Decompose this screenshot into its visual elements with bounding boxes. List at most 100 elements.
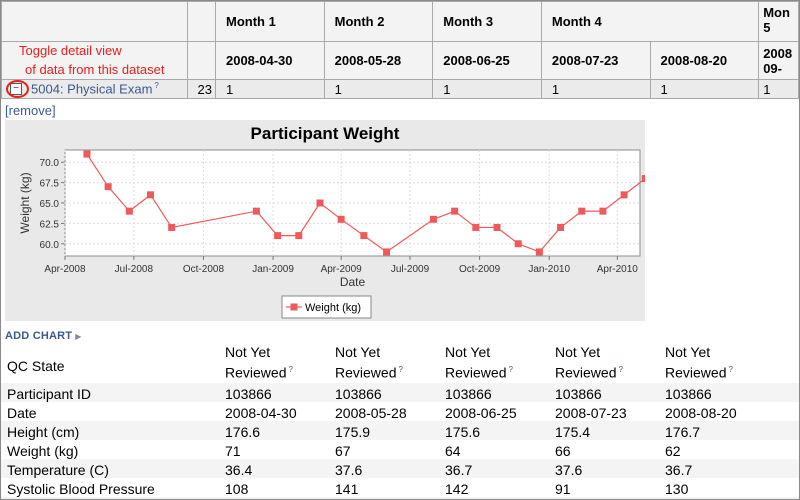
qc-state-line1: Not Yet <box>665 344 711 360</box>
month-3-header: Month 3 <box>432 1 542 42</box>
detail-row: Height (cm) 176.6 175.9 175.6 175.4 176.7 <box>1 420 799 440</box>
month-5-date: 2008 09- <box>758 41 799 80</box>
detail-row-label: Weight (kg) <box>1 439 225 459</box>
detail-cell: 103866 <box>225 382 335 402</box>
detail-cell: 103866 <box>665 382 799 402</box>
qc-state-line2: Reviewed <box>335 364 397 381</box>
help-icon[interactable]: ? <box>618 365 623 374</box>
detail-row: Participant ID 103866 103866 103866 103866 10… <box>1 382 799 402</box>
month-5-header-line1: Mon <box>763 5 790 20</box>
help-icon[interactable]: ? <box>508 365 513 374</box>
detail-cell: 176.7 <box>665 420 799 440</box>
detail-cell: 91 <box>555 477 665 497</box>
data-point <box>578 207 586 215</box>
dataset-count: 23 <box>187 79 216 99</box>
qc-state-value: Not Yet Reviewed? <box>665 344 799 383</box>
qc-state-label: QC State <box>7 358 65 375</box>
chart-panel: Participant Weight 60.0 62.5 65.0 67.5 70.0 Ap… <box>5 120 649 321</box>
detail-table: QC State Not Yet Reviewed? Not Yet Reviewed?… <box>1 344 799 499</box>
remove-link[interactable]: [remove] <box>5 103 56 118</box>
month-4-header: Month 4 <box>540 1 760 42</box>
data-point <box>295 232 303 240</box>
data-point <box>472 223 480 231</box>
data-point <box>383 248 391 256</box>
x-tick-label: Jan-2009 <box>252 264 294 275</box>
qc-state-value: Not Yet Reviewed? <box>445 344 555 383</box>
detail-cell: 103866 <box>445 382 555 402</box>
qc-state-line1: Not Yet <box>335 344 381 360</box>
detail-cell: 2008-08-20 <box>665 401 799 421</box>
detail-cell: 103866 <box>335 382 445 402</box>
annotation-cell <box>1 41 189 80</box>
qc-state-line1: Not Yet <box>225 344 271 360</box>
help-icon[interactable]: ? <box>288 365 293 374</box>
detail-cell: 2008-05-28 <box>335 401 445 421</box>
detail-cell: 141 <box>335 477 445 497</box>
detail-row: Weight (kg) 71 67 64 66 62 <box>1 439 799 459</box>
detail-cell: 108 <box>225 477 335 497</box>
detail-cell: 69 <box>225 496 335 499</box>
detail-cell: 36.4 <box>225 458 335 478</box>
detail-row-label: Systolic Blood Pressure <box>1 477 225 497</box>
y-tick-label: 70.0 <box>40 158 60 169</box>
month-4b-date: 2008-08-20 <box>649 41 760 80</box>
help-icon[interactable]: ? <box>398 365 403 374</box>
month-3-date: 2008-06-25 <box>432 41 542 80</box>
detail-cell: 62 <box>665 439 799 459</box>
add-chart-label[interactable]: ADD CHART <box>5 330 73 342</box>
detail-cell: 79 <box>555 496 665 499</box>
annotation-line-1: Toggle detail view <box>19 43 122 58</box>
detail-row: Systolic Blood Pressure 108 141 142 91 130 <box>1 477 799 497</box>
add-chart-button[interactable]: ADD CHART ▶ <box>5 330 82 342</box>
detail-row: Date 2008-04-30 2008-05-28 2008-06-25 2008-0… <box>1 401 799 421</box>
dataset-link-label[interactable]: 5004: Physical Exam <box>31 81 153 97</box>
detail-cell: 130 <box>665 477 799 497</box>
detail-cell: 67 <box>335 439 445 459</box>
x-tick-label: Oct-2008 <box>183 264 225 275</box>
detail-cell: 64 <box>445 439 555 459</box>
qc-state-line1: Not Yet <box>555 344 601 360</box>
qc-state-value: Not Yet Reviewed? <box>555 344 665 383</box>
qc-state-line2: Reviewed <box>665 364 727 381</box>
detail-cell: 66 <box>555 439 665 459</box>
weight-chart: Participant Weight 60.0 62.5 65.0 67.5 70.0 Ap… <box>18 124 649 319</box>
qc-state-line1: Not Yet <box>445 344 491 360</box>
detail-cell: 57 <box>335 496 445 499</box>
data-point <box>493 223 501 231</box>
help-icon[interactable]: ? <box>154 81 159 90</box>
data-point <box>599 207 607 215</box>
data-point <box>641 175 649 183</box>
count-subheader-cell <box>187 41 216 80</box>
qc-state-value: Not Yet Reviewed? <box>225 344 335 383</box>
month-5-header-line2: 5 <box>763 20 771 35</box>
month-1-value: 1 <box>214 79 325 99</box>
y-axis-label: Weight (kg) <box>18 172 32 233</box>
highlight-circle <box>6 80 29 98</box>
detail-cell: 175.9 <box>335 420 445 440</box>
detail-cell: 2008-06-25 <box>445 401 555 421</box>
detail-row-label: Temperature (C) <box>1 458 225 478</box>
y-tick-label: 62.5 <box>40 219 60 230</box>
detail-cell: 2008-07-23 <box>555 401 665 421</box>
annotation-line-2: of data from this dataset <box>25 62 165 77</box>
data-point <box>557 223 565 231</box>
legend-label: Weight (kg) <box>305 302 361 314</box>
qc-state-row: QC State Not Yet Reviewed? Not Yet Reviewed?… <box>1 344 799 383</box>
data-point <box>316 199 324 207</box>
x-tick-label: Jan-2010 <box>528 264 570 275</box>
count-header-cell <box>187 1 216 42</box>
chart-legend: Weight (kg) <box>281 295 372 319</box>
y-tick-label: 60.0 <box>40 240 60 251</box>
month-2-date: 2008-05-28 <box>323 41 434 80</box>
help-icon[interactable]: ? <box>728 365 733 374</box>
month-2-value: 1 <box>323 79 434 99</box>
month-5-date-line1: 2008 <box>763 45 793 61</box>
detail-cell: 103866 <box>555 382 665 402</box>
detail-cell: 37.6 <box>335 458 445 478</box>
y-tick-label: 65.0 <box>40 199 60 210</box>
dataset-link[interactable]: 5004: Physical Exam? <box>31 81 159 96</box>
detail-cell: 142 <box>445 477 555 497</box>
detail-cell: 37.6 <box>555 458 665 478</box>
qc-state-line2: Reviewed <box>225 364 287 381</box>
detail-cell: 69 <box>665 496 799 499</box>
